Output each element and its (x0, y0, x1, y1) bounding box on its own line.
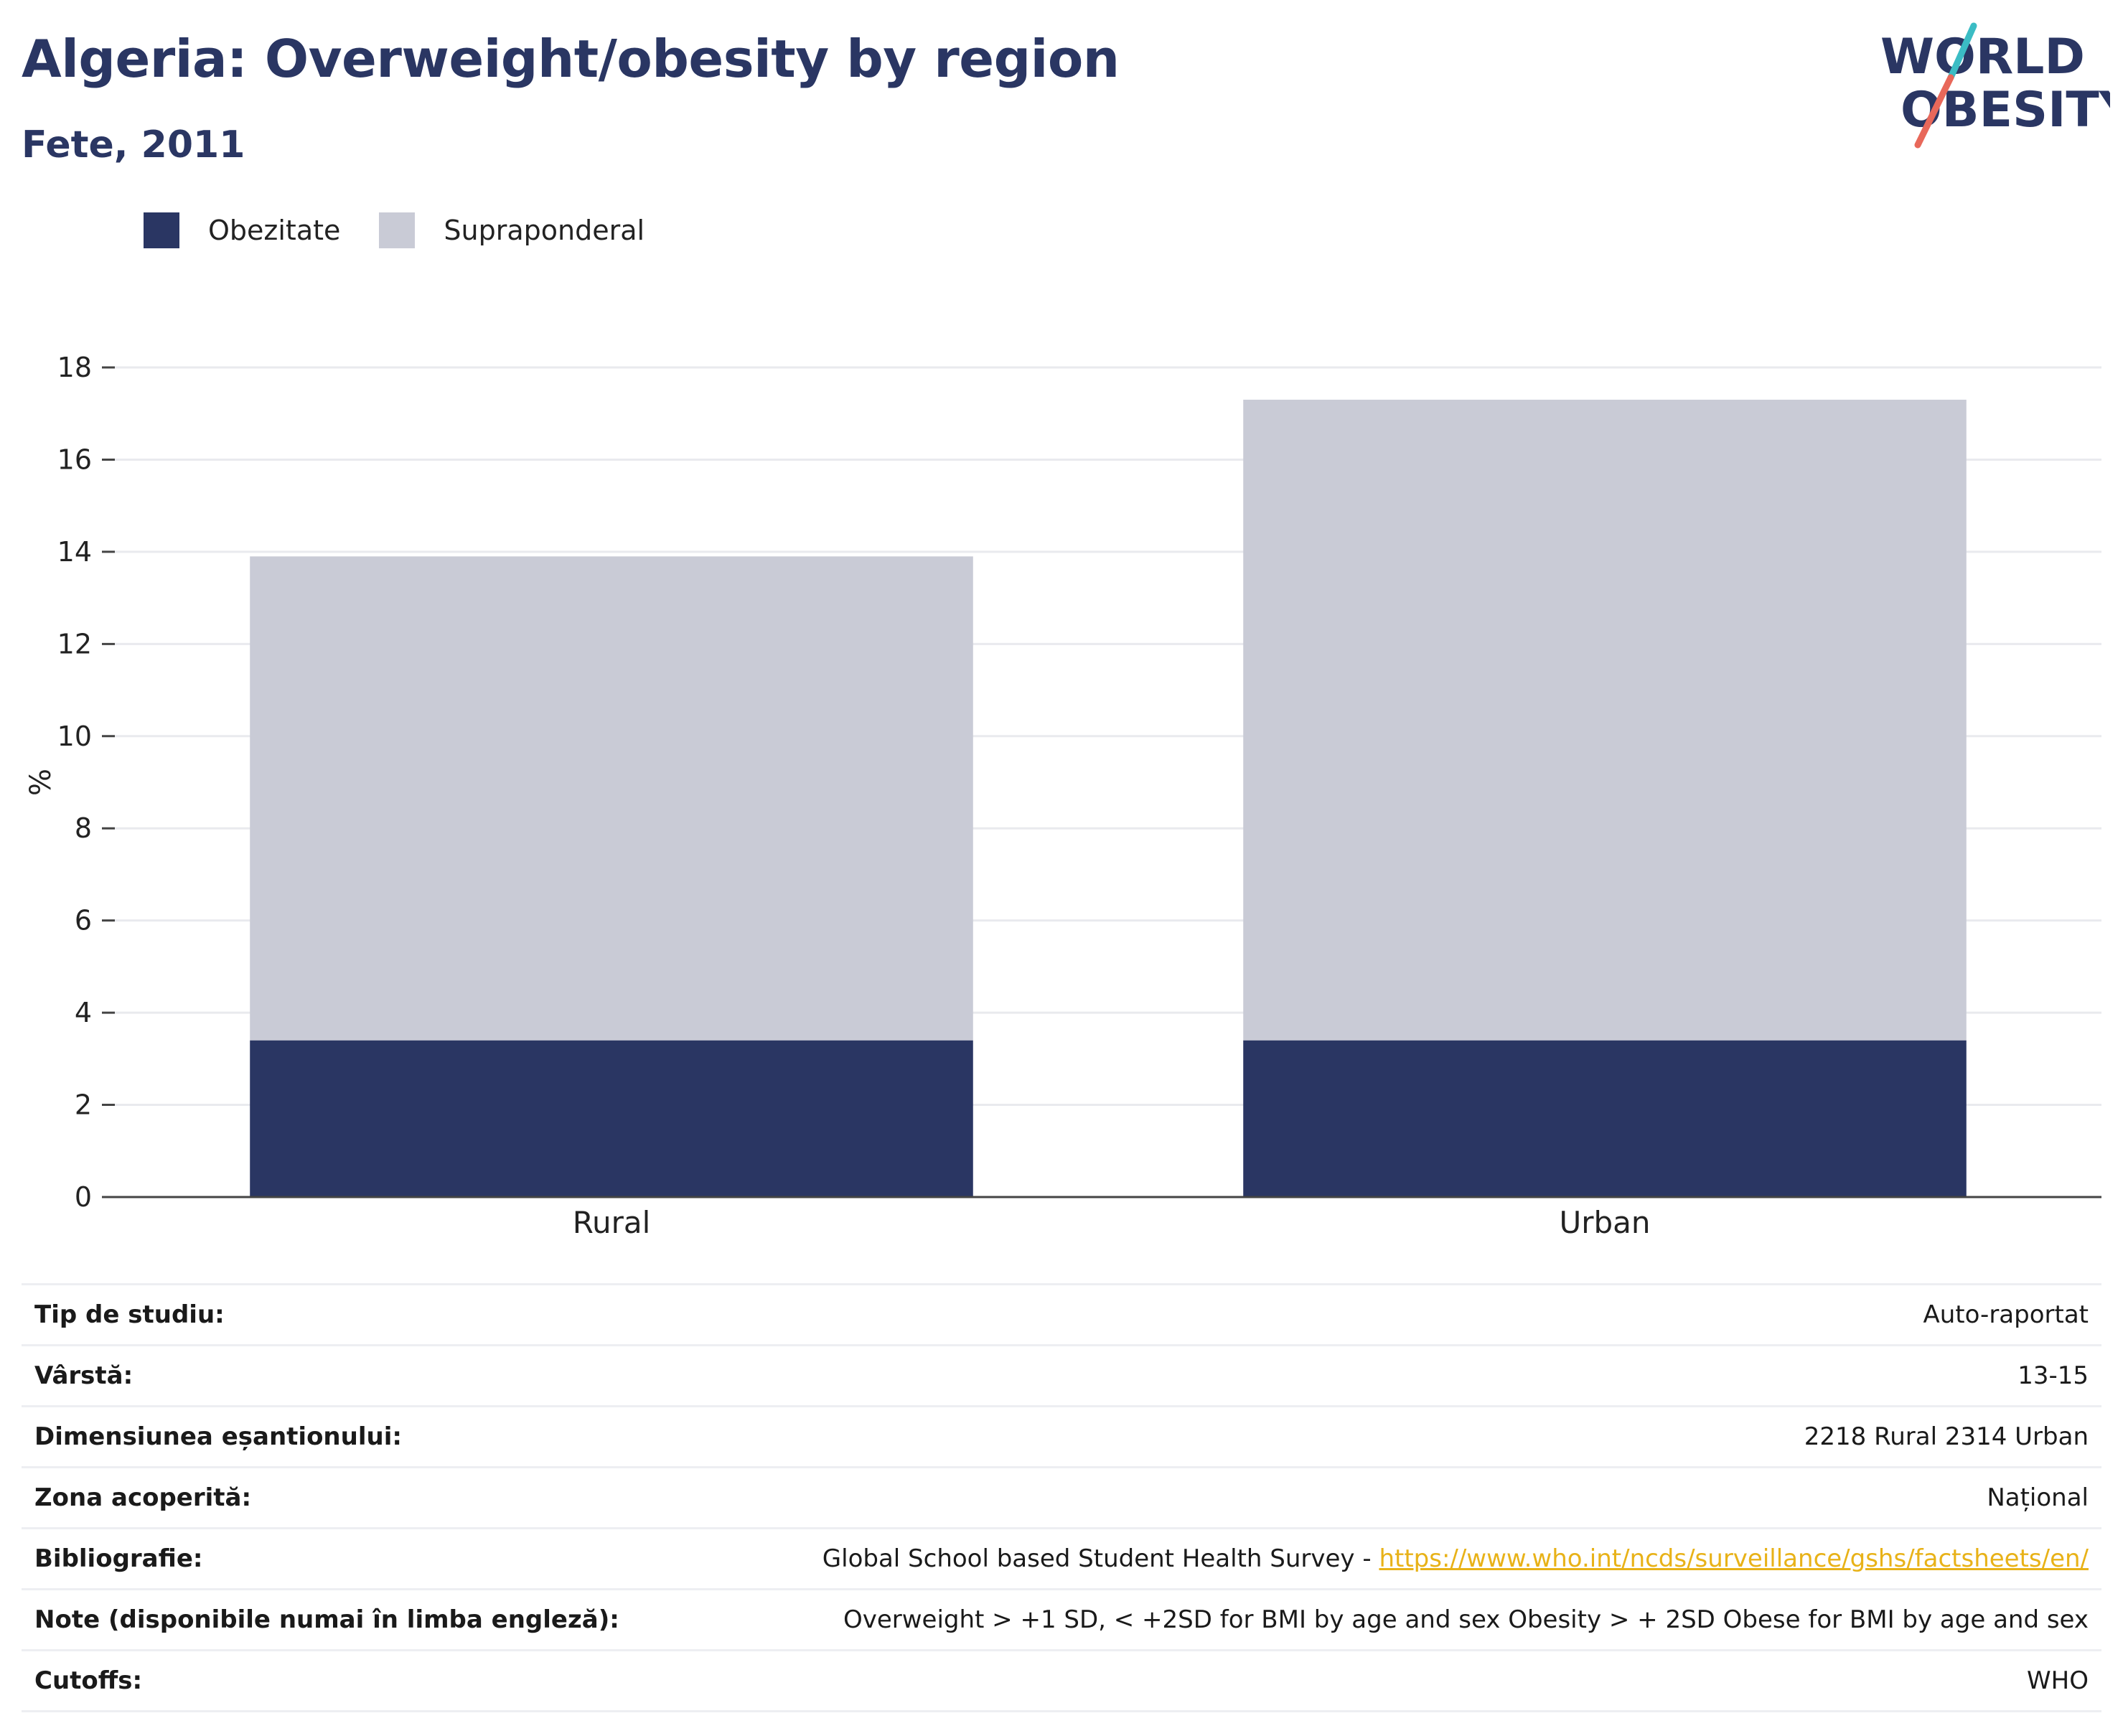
y-tick-label: 2 (75, 1089, 92, 1121)
info-label: Note (disponibile numai în limba engleză… (22, 1588, 690, 1651)
info-row-study-type: Tip de studiu: Auto-raportat (22, 1283, 2101, 1346)
info-row-age: Vârstă: 13-15 (22, 1344, 2101, 1407)
info-label: Zona acoperită: (22, 1466, 690, 1529)
legend-swatch-overweight (379, 212, 416, 248)
info-row-cutoffs: Cutoffs: WHO (22, 1649, 2101, 1712)
logo-slash-coral (1914, 74, 1954, 149)
y-tick-label: 10 (57, 721, 92, 752)
bar-obesity-urban (1243, 1040, 1967, 1197)
y-tick-label: 12 (57, 628, 92, 660)
y-tick-label: 16 (57, 444, 92, 475)
y-tick-label: 18 (57, 352, 92, 383)
info-label: Bibliografie: (22, 1527, 690, 1590)
info-value: Național (689, 1466, 2101, 1529)
legend-item-obesity[interactable]: Obezitate (144, 212, 340, 248)
info-value: 2218 Rural 2314 Urban (689, 1405, 2101, 1468)
bar-overweight-rural (250, 556, 973, 1041)
info-value: WHO (689, 1649, 2101, 1712)
bar-overweight-urban (1243, 399, 1967, 1041)
y-tick-label: 8 (75, 812, 92, 844)
info-value: Overweight > +1 SD, < +2SD for BMI by ag… (689, 1588, 2101, 1651)
y-tick-label: 4 (75, 997, 92, 1028)
info-row-sample-size: Dimensiunea eșantionului: 2218 Rural 231… (22, 1405, 2101, 1468)
bar-obesity-rural (250, 1040, 973, 1197)
y-axis-label: % (24, 769, 57, 796)
x-tick-label: Urban (1559, 1205, 1650, 1240)
world-obesity-logo: WORLD OBESITY (1880, 22, 2110, 149)
info-table: Tip de studiu: Auto-raportat Vârstă: 13-… (22, 1283, 2101, 1712)
info-row-notes: Note (disponibile numai în limba engleză… (22, 1588, 2101, 1651)
info-row-area: Zona acoperită: Național (22, 1466, 2101, 1529)
info-label: Tip de studiu: (22, 1283, 690, 1346)
y-tick-label: 0 (75, 1181, 92, 1213)
logo-line1: WORLD (1880, 29, 2085, 85)
info-row-bibliography: Bibliografie: Global School based Studen… (22, 1527, 2101, 1590)
legend-label-obesity: Obezitate (208, 215, 341, 246)
bar-chart: 0 2 4 6 8 10 12 14 16 18% Rural Urban (24, 352, 2101, 1240)
info-label: Vârstă: (22, 1344, 690, 1407)
y-tick-label: 14 (57, 536, 92, 568)
legend-label-overweight: Supraponderal (444, 215, 645, 246)
x-tick-label: Rural (573, 1205, 651, 1240)
info-label: Dimensiunea eșantionului: (22, 1405, 690, 1468)
info-value: Global School based Student Health Surve… (689, 1527, 2101, 1590)
info-label: Cutoffs: (22, 1649, 690, 1712)
page-subtitle: Fete, 2011 (22, 123, 245, 166)
bibliography-link[interactable]: https://www.who.int/ncds/surveillance/gs… (1379, 1544, 2089, 1573)
info-value: 13-15 (689, 1344, 2101, 1407)
info-value: Auto-raportat (689, 1283, 2101, 1346)
logo-slash-teal (1947, 22, 1977, 81)
legend-swatch-obesity (144, 212, 179, 248)
chart-legend: Obezitate Supraponderal (144, 212, 645, 248)
y-tick-label: 6 (75, 905, 92, 937)
legend-item-overweight[interactable]: Supraponderal (379, 212, 645, 248)
bibliography-source: Global School based Student Health Surve… (822, 1544, 1379, 1573)
page-title: Algeria: Overweight/obesity by region (22, 29, 1120, 89)
